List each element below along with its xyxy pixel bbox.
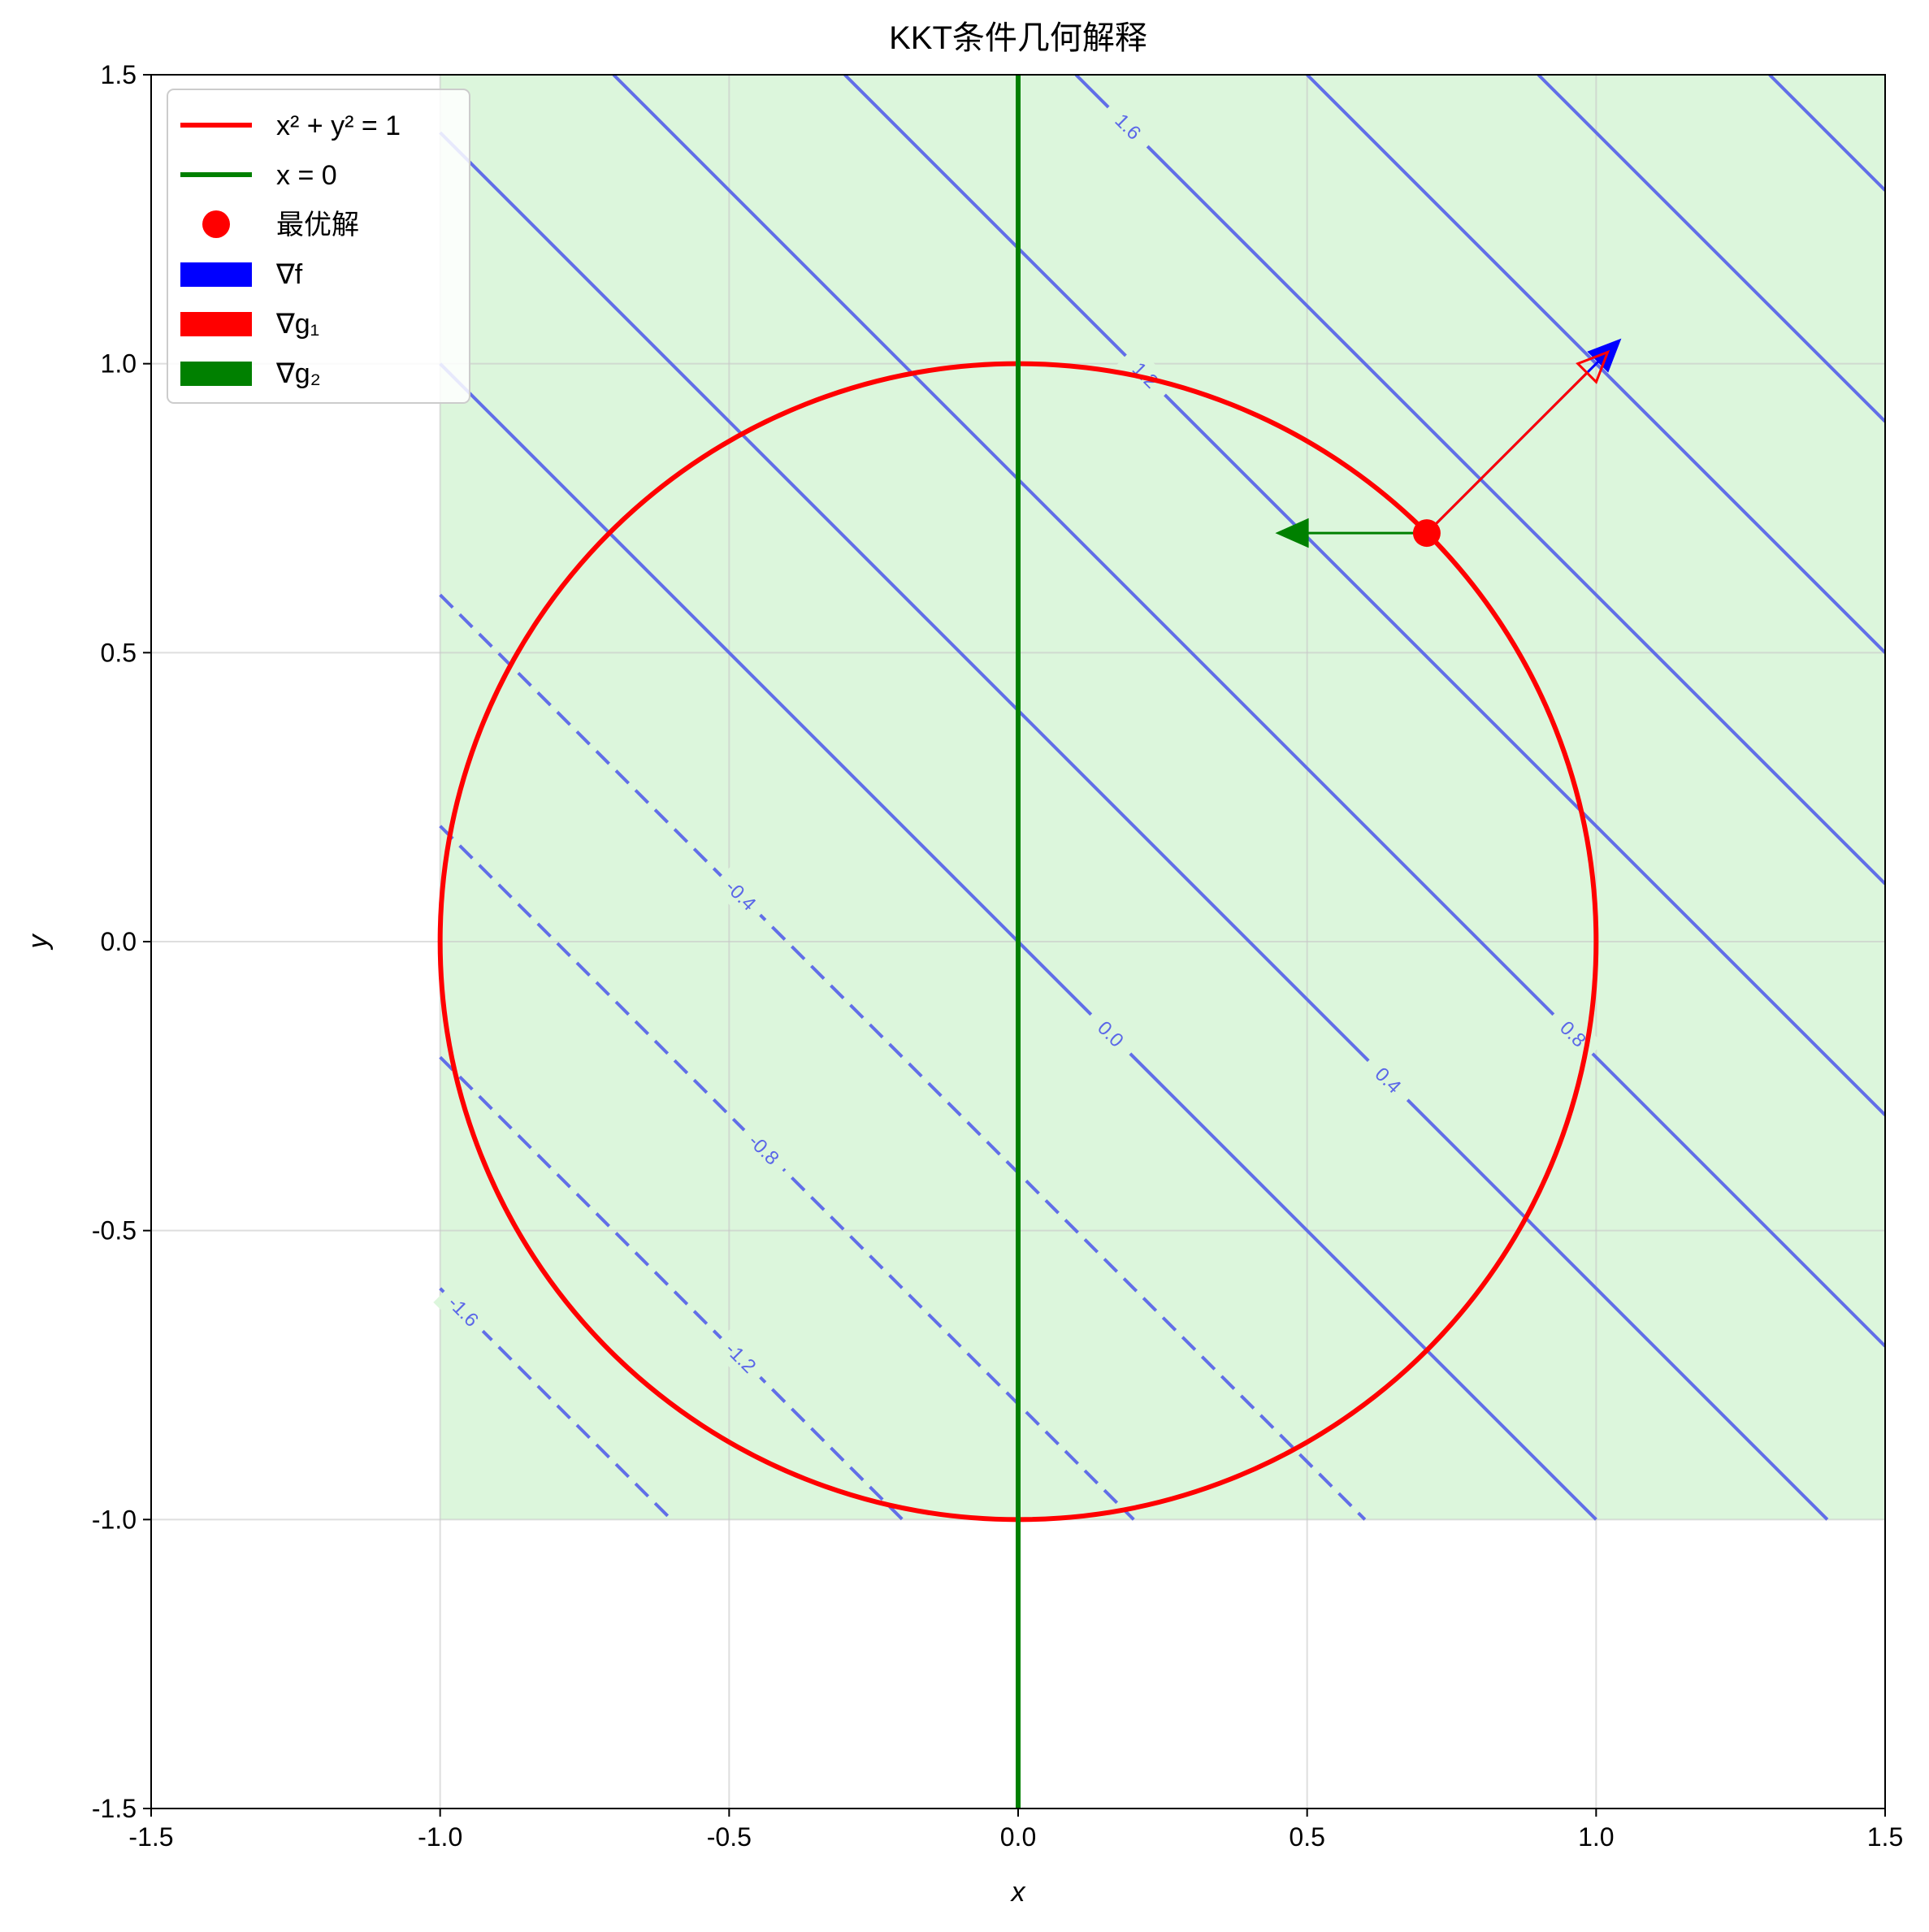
y-tick-label: -1.0 — [92, 1505, 137, 1534]
contour-label-gap — [433, 1281, 493, 1342]
legend-label: 最优解 — [276, 210, 359, 240]
x-tick-label: -0.5 — [707, 1822, 752, 1852]
x-tick-label: 0.5 — [1289, 1822, 1324, 1852]
y-tick-label: -0.5 — [92, 1216, 137, 1245]
legend-entry: ∇f — [180, 259, 303, 290]
optimal-point — [1412, 519, 1441, 548]
legend-label: ∇g₂ — [275, 358, 321, 389]
legend-patch-swatch — [180, 262, 252, 287]
contour-line — [1537, 75, 1885, 423]
feasible-region — [440, 75, 1885, 1520]
y-tick-label: 1.5 — [101, 60, 137, 89]
x-tick-label: -1.5 — [128, 1822, 173, 1852]
contour-line — [612, 75, 1885, 1348]
contour-line — [439, 131, 1829, 1521]
legend-entry: x² + y² = 1 — [180, 110, 401, 141]
arrow-head — [1587, 338, 1622, 373]
x-tick-label: 1.0 — [1578, 1822, 1614, 1852]
legend-entry: x = 0 — [180, 160, 337, 191]
grad-g2-arrow — [1275, 518, 1427, 548]
contour-label-gap — [1358, 1050, 1419, 1111]
legend-patch-swatch — [180, 312, 252, 336]
y-tick-label: 0.5 — [101, 638, 137, 667]
x-axis-title: x — [1010, 1877, 1026, 1908]
y-tick-label: 1.0 — [101, 349, 137, 379]
contour-line — [1768, 75, 1885, 192]
contour-line — [439, 593, 1367, 1521]
y-tick-label: 0.0 — [101, 927, 137, 956]
legend-dot-swatch — [202, 210, 230, 238]
x-tick-label: 0.0 — [1000, 1822, 1036, 1852]
arrow-shaft — [1425, 371, 1589, 535]
contour-label-gap — [1098, 97, 1158, 157]
arrow-head — [1275, 518, 1309, 548]
contour-label-gap — [1115, 345, 1176, 405]
legend-label: ∇g₁ — [275, 309, 319, 340]
grad-g1-arrow — [1425, 349, 1610, 535]
legend-entry: 最优解 — [202, 210, 359, 240]
y-tick-label: -1.5 — [92, 1794, 137, 1823]
legend-label: ∇f — [275, 259, 303, 290]
legend-label: x = 0 — [276, 160, 337, 191]
legend-label: x² + y² = 1 — [276, 110, 401, 141]
x-tick-label: 1.5 — [1867, 1822, 1903, 1852]
chart-title: KKT条件几何解释 — [889, 20, 1147, 56]
y-axis-title: y — [23, 934, 54, 951]
legend-entry: ∇g₂ — [180, 358, 321, 389]
contour-label-gap — [734, 1120, 794, 1180]
x-tick-label: -1.0 — [418, 1822, 462, 1852]
legend-patch-swatch — [180, 362, 252, 386]
legend-entry: ∇g₁ — [180, 309, 319, 340]
legend: x² + y² = 1 x = 0 最优解 ∇f ∇g₁ ∇g₂ — [167, 89, 470, 404]
contour-label-gap — [1081, 1004, 1141, 1064]
contour-label-gap — [710, 865, 771, 925]
contour-label-gap — [710, 1328, 771, 1388]
arrow-head — [1576, 349, 1610, 384]
